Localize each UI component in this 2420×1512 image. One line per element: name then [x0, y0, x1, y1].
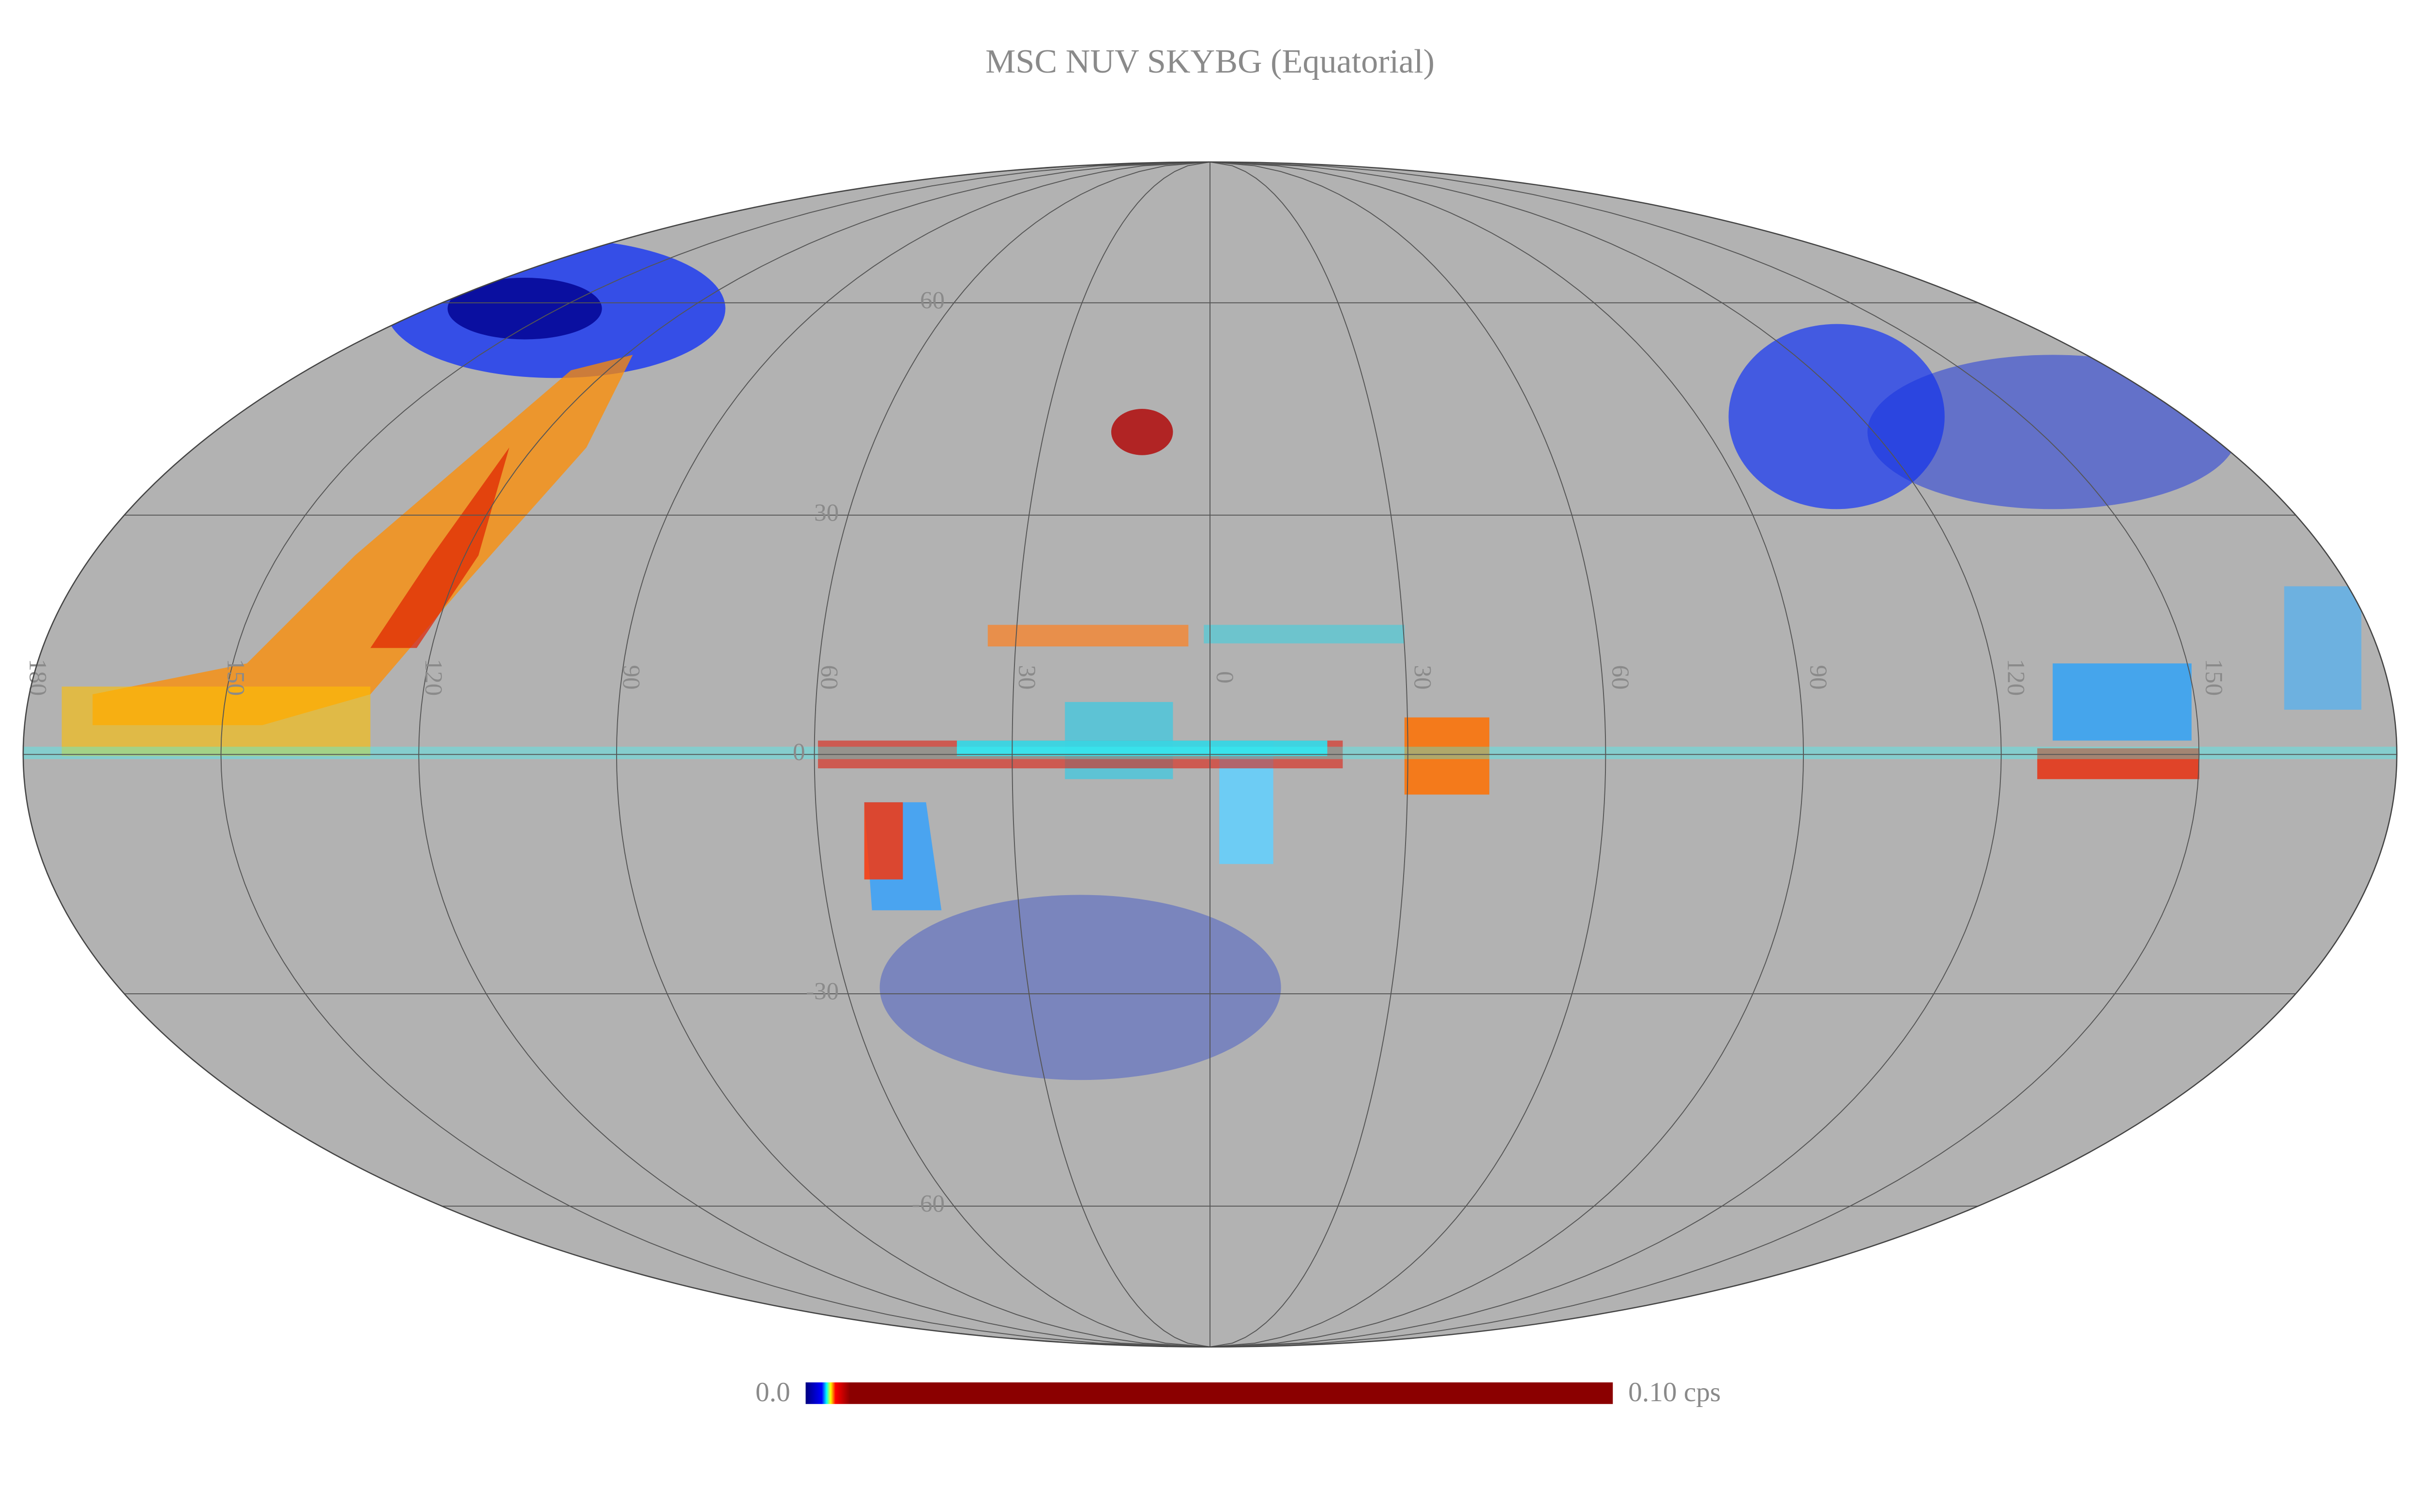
imagery [957, 740, 1328, 756]
sky-imagery [23, 239, 2397, 1080]
longitude-label: 150 [2200, 659, 2227, 696]
imagery [1111, 409, 1173, 455]
longitude-label: 90 [618, 665, 645, 689]
imagery [92, 355, 633, 725]
longitude-label: 120 [2002, 659, 2029, 696]
colorbar-max-label: 0.10 cps [1628, 1377, 1721, 1407]
imagery [61, 687, 371, 756]
graticule: 180 150 120 90 60 30 0 30 60 90 120 150 60 30 0 -30 -60 [22, 161, 2397, 1347]
longitude-label: 60 [815, 665, 842, 689]
longitude-label: 0 [1211, 671, 1238, 684]
imagery [1867, 355, 2238, 509]
imagery [2284, 586, 2361, 710]
colorbar-min-label: 0.0 [756, 1377, 790, 1407]
imagery [864, 802, 903, 880]
colorbar [805, 1382, 1613, 1404]
longitude-label: 120 [420, 659, 447, 696]
imagery [2053, 663, 2192, 741]
longitude-label: 180 [24, 659, 51, 696]
longitude-label: 30 [1013, 665, 1040, 689]
title: MSC NUV SKYBG (Equatorial) [985, 43, 1435, 80]
latitude-label: -60 [912, 1191, 945, 1218]
imagery [987, 625, 1189, 647]
latitude-label: 30 [814, 499, 839, 526]
latitude-label: -30 [806, 978, 839, 1005]
latitude-label: 60 [920, 287, 945, 314]
imagery [2037, 748, 2200, 779]
map-outline [22, 161, 2398, 1348]
imagery [370, 447, 510, 648]
longitude-label: 90 [1804, 665, 1831, 689]
imagery [1204, 625, 1405, 644]
longitude-label: 60 [1606, 665, 1634, 689]
longitude-label: 150 [222, 659, 249, 696]
latitude-label: 0 [793, 739, 805, 766]
imagery [447, 277, 602, 340]
imagery [1404, 717, 1490, 795]
longitude-label: 30 [1409, 665, 1436, 689]
imagery [879, 895, 1281, 1080]
